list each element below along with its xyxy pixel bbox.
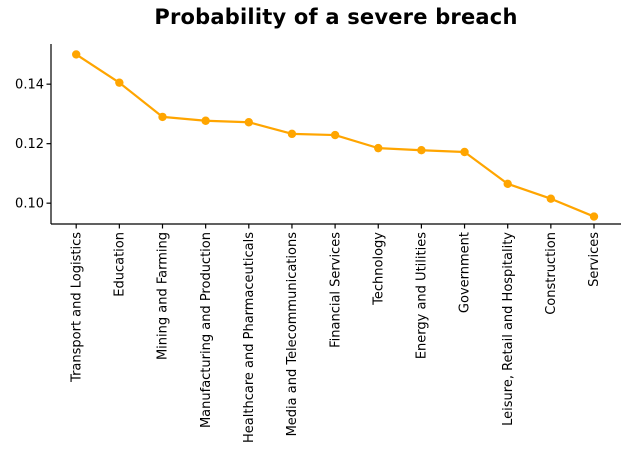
- y-tick-label: 0.10: [15, 197, 44, 212]
- y-tick-label: 0.14: [15, 78, 44, 93]
- x-tick-label: Energy and Utilities: [415, 232, 430, 359]
- x-tick-label: Construction: [544, 232, 559, 315]
- data-point: [158, 112, 167, 122]
- x-tick-label: Technology: [371, 232, 386, 306]
- data-point: [115, 78, 124, 87]
- data-point: [417, 146, 426, 155]
- chart-title: Probability of a severe breach: [154, 5, 518, 29]
- x-tick-label: Healthcare and Pharmaceuticals: [242, 232, 257, 443]
- data-point: [503, 179, 512, 189]
- x-tick-label: Financial Services: [328, 232, 343, 348]
- x-tick-label: Services: [587, 232, 602, 287]
- data-point: [374, 143, 383, 153]
- x-tick-label: Mining and Farming: [156, 232, 171, 360]
- data-point: [244, 118, 253, 127]
- data-point: [589, 212, 599, 221]
- x-tick-label: Government: [458, 232, 473, 313]
- x-tick-label: Manufacturing and Production: [199, 232, 214, 428]
- data-point: [330, 130, 340, 140]
- data-point: [287, 129, 297, 139]
- data-point: [72, 50, 81, 59]
- x-tick-label: Education: [113, 232, 128, 297]
- data-point: [460, 147, 469, 157]
- y-tick-label: 0.12: [15, 137, 44, 152]
- data-point: [546, 194, 556, 203]
- x-tick-label: Transport and Logistics: [69, 232, 84, 383]
- x-tick-label: Media and Telecommunications: [285, 232, 300, 437]
- x-tick-label: Leisure, Retail and Hospitality: [501, 232, 516, 426]
- data-point: [201, 116, 210, 125]
